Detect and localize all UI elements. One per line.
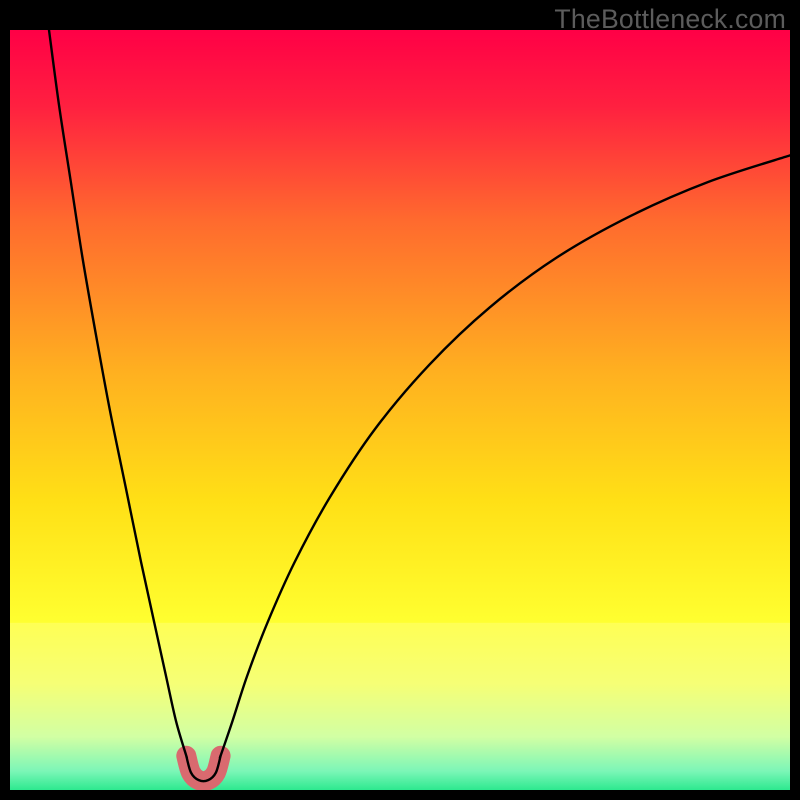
bottleneck-curve-chart xyxy=(0,0,800,800)
chart-canvas: TheBottleneck.com xyxy=(0,0,800,800)
bottom-wash-band xyxy=(10,623,790,790)
watermark-text: TheBottleneck.com xyxy=(554,4,786,35)
